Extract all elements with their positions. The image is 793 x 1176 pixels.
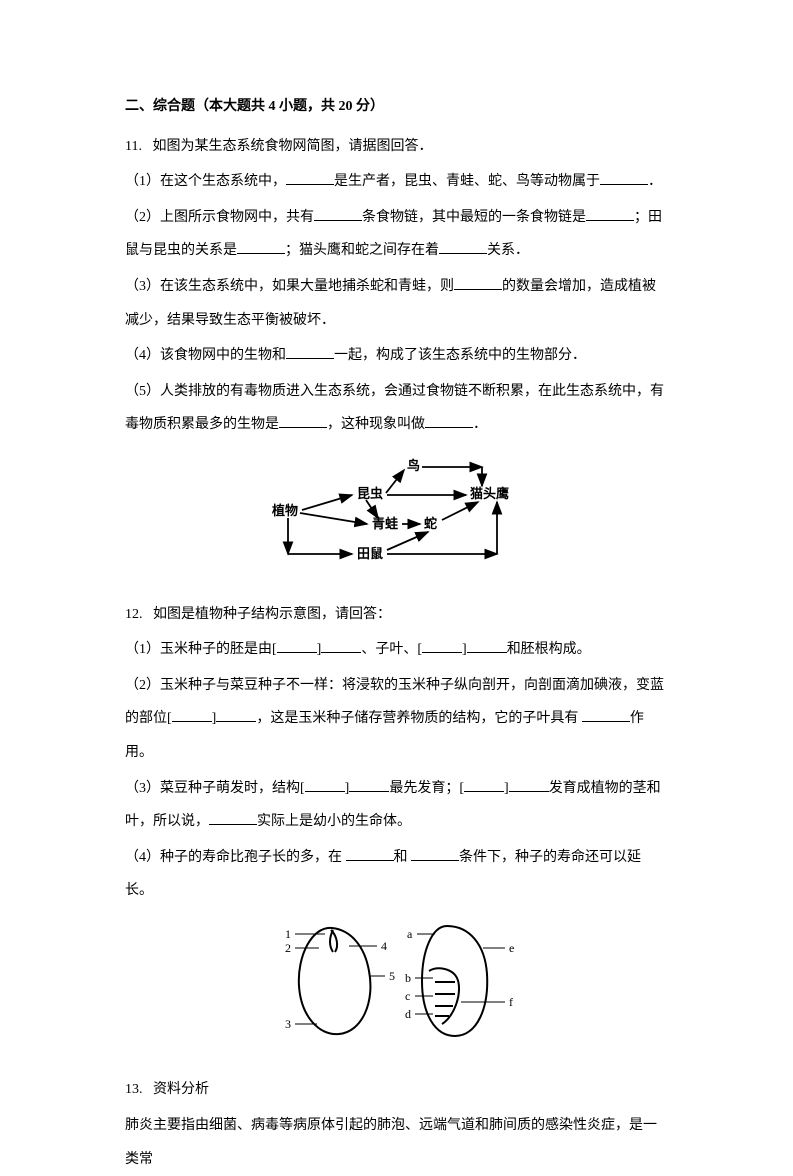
q12: 12. 如图是植物种子结构示意图，请回答： bbox=[125, 598, 668, 632]
lbl-4: 4 bbox=[381, 939, 387, 953]
q11-p4b: 一起，构成了该生态系统中的生物部分． bbox=[334, 348, 586, 363]
blank bbox=[454, 276, 502, 290]
section-title: 二、综合题（本大题共 4 小题，共 20 分） bbox=[125, 90, 668, 124]
edge bbox=[442, 502, 478, 520]
edge bbox=[302, 495, 352, 510]
q11-p3: （3）在该生态系统中，如果大量地捕杀蛇和青蛙，则的数量会增加，造成植被减少，结果… bbox=[125, 270, 668, 337]
lbl-a: a bbox=[407, 927, 413, 941]
blank bbox=[349, 778, 389, 792]
node-insect: 昆虫 bbox=[357, 486, 383, 501]
blank bbox=[600, 171, 648, 185]
t: 和 bbox=[394, 850, 412, 865]
blank bbox=[209, 811, 257, 825]
bean-leaders bbox=[295, 934, 385, 1024]
q11-p2: （2）上图所示食物网中，共有条食物链，其中最短的一条食物链是；田鼠与昆虫的关系是… bbox=[125, 201, 668, 268]
t: 最先发育；[ bbox=[389, 781, 464, 796]
blank bbox=[425, 414, 473, 428]
corn-seed bbox=[422, 926, 487, 1036]
blank bbox=[216, 708, 256, 722]
t: 和胚根构成。 bbox=[507, 642, 591, 657]
node-plant: 植物 bbox=[271, 503, 298, 518]
q13-stem: 资料分析 bbox=[153, 1082, 209, 1097]
corn-leaders bbox=[415, 934, 505, 1014]
lbl-3: 3 bbox=[285, 1017, 291, 1031]
node-mouse: 田鼠 bbox=[357, 546, 383, 561]
lbl-f: f bbox=[509, 995, 513, 1009]
q11-p5: （5）人类排放的有毒物质进入生态系统，会通过食物链不断积累，在此生态系统中，有毒… bbox=[125, 375, 668, 442]
blank bbox=[582, 708, 630, 722]
q11: 11. 如图为某生态系统食物网简图，请据图回答． bbox=[125, 130, 668, 164]
t: （1）玉米种子的胚是由[ bbox=[125, 642, 277, 657]
bean-seed bbox=[298, 928, 370, 1034]
blank bbox=[464, 778, 504, 792]
lbl-b: b bbox=[405, 971, 411, 985]
q12-num: 12. bbox=[125, 607, 143, 622]
lbl-e: e bbox=[509, 941, 514, 955]
q11-p1c: ． bbox=[648, 174, 662, 189]
blank bbox=[509, 778, 549, 792]
q11-p2e: 关系． bbox=[487, 243, 529, 258]
blank bbox=[277, 639, 317, 653]
t: （4）种子的寿命比孢子长的多，在 bbox=[125, 850, 346, 865]
node-snake: 蛇 bbox=[424, 516, 437, 531]
q11-p2b: 条食物链，其中最短的一条食物链是 bbox=[362, 210, 586, 225]
q12-p1: （1）玉米种子的胚是由[]、子叶、[]和胚根构成。 bbox=[125, 633, 668, 667]
q11-p4a: （4）该食物网中的生物和 bbox=[125, 348, 286, 363]
t: ，这是玉米种子储存营养物质的结构，它的子叶具有 bbox=[256, 711, 582, 726]
blank bbox=[305, 778, 345, 792]
lbl-1: 1 bbox=[285, 927, 291, 941]
node-frog: 青蛙 bbox=[372, 516, 398, 531]
edge bbox=[386, 470, 404, 493]
blank bbox=[314, 207, 362, 221]
q12-p3: （3）菜豆种子萌发时，结构[]最先发育；[]发育成植物的茎和叶，所以说，实际上是… bbox=[125, 772, 668, 839]
q11-p3a: （3）在该生态系统中，如果大量地捕杀蛇和青蛙，则 bbox=[125, 279, 454, 294]
q12-p2: （2）玉米种子与菜豆种子不一样：将浸软的玉米种子纵向剖开，向剖面滴加碘液，变蓝的… bbox=[125, 669, 668, 770]
blank bbox=[346, 847, 394, 861]
q11-p2d: ；猫头鹰和蛇之间存在着 bbox=[285, 243, 439, 258]
t: 、子叶、[ bbox=[361, 642, 422, 657]
lbl-c: c bbox=[405, 989, 410, 1003]
t: 实际上是幼小的生命体。 bbox=[257, 814, 411, 829]
q11-stem: 如图为某生态系统食物网简图，请据图回答． bbox=[152, 139, 432, 154]
q11-p4: （4）该食物网中的生物和 一起，构成了该生态系统中的生物部分． bbox=[125, 339, 668, 373]
q13: 13. 资料分析 bbox=[125, 1073, 668, 1107]
q12-stem: 如图是植物种子结构示意图，请回答： bbox=[153, 607, 391, 622]
t: （3）菜豆种子萌发时，结构[ bbox=[125, 781, 305, 796]
q11-p5b: ，这种现象叫做 bbox=[327, 417, 425, 432]
blank bbox=[286, 345, 334, 359]
lbl-2: 2 bbox=[285, 941, 291, 955]
q13-num: 13. bbox=[125, 1082, 143, 1097]
food-web-diagram: 植物 昆虫 鸟 青蛙 蛇 猫头鹰 田鼠 bbox=[125, 450, 668, 584]
blank bbox=[411, 847, 459, 861]
blank bbox=[439, 240, 487, 254]
blank bbox=[172, 708, 212, 722]
q11-p1b: 是生产者，昆虫、青蛙、蛇、鸟等动物属于 bbox=[334, 174, 600, 189]
q11-p1: （1）在这个生态系统中， 是生产者，昆虫、青蛙、蛇、鸟等动物属于 ． bbox=[125, 165, 668, 199]
blank bbox=[321, 639, 361, 653]
blank bbox=[279, 414, 327, 428]
edge bbox=[300, 513, 367, 524]
q11-p5c: ． bbox=[473, 417, 487, 432]
q13-body: 肺炎主要指由细菌、病毒等病原体引起的肺泡、远端气道和肺间质的感染性炎症，是一类常 bbox=[125, 1109, 668, 1176]
lbl-d: d bbox=[405, 1007, 411, 1021]
q11-p2a: （2）上图所示食物网中，共有 bbox=[125, 210, 314, 225]
blank bbox=[422, 639, 462, 653]
q11-p1a: （1）在这个生态系统中， bbox=[125, 174, 286, 189]
node-owl: 猫头鹰 bbox=[470, 486, 509, 501]
lbl-5: 5 bbox=[389, 969, 395, 983]
seed-diagram: 1 2 3 4 5 a b bbox=[125, 916, 668, 1060]
edge bbox=[387, 532, 428, 550]
blank bbox=[286, 171, 334, 185]
node-bird: 鸟 bbox=[407, 458, 420, 473]
blank bbox=[467, 639, 507, 653]
q12-p4: （4）种子的寿命比孢子长的多，在 和 条件下，种子的寿命还可以延长。 bbox=[125, 841, 668, 908]
blank bbox=[237, 240, 285, 254]
blank bbox=[586, 207, 634, 221]
q11-num: 11. bbox=[125, 139, 142, 154]
